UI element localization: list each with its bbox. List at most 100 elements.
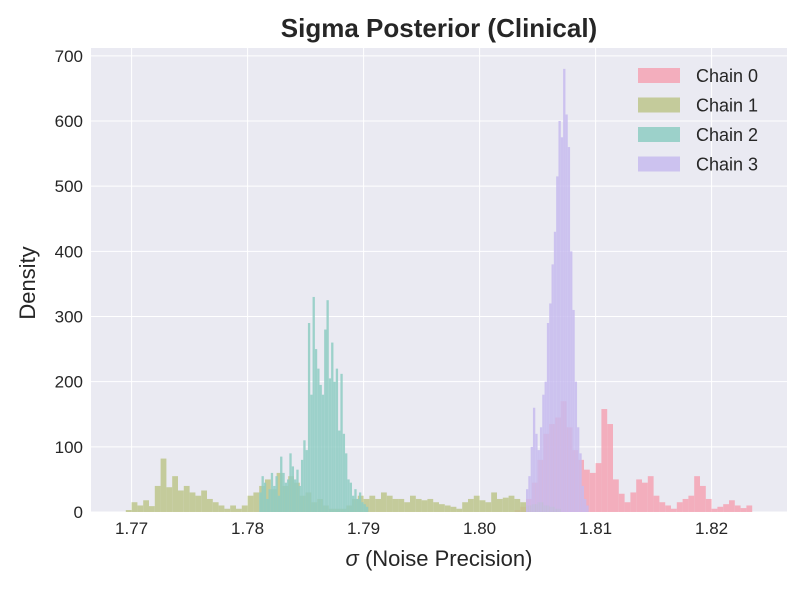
legend-swatch: [638, 97, 680, 113]
histogram-bar: [532, 407, 536, 512]
histogram-bar: [291, 466, 294, 512]
histogram-bar: [289, 453, 292, 512]
legend-item: Chain 0: [638, 66, 758, 86]
histogram-bar: [694, 476, 700, 512]
histogram-bar: [236, 508, 242, 512]
histogram-bar: [300, 459, 304, 512]
legend-swatch: [638, 127, 680, 142]
x-axis-label-symbol: σ: [346, 546, 360, 571]
histogram-bar: [574, 381, 578, 512]
histogram-bar: [265, 479, 271, 512]
histogram-bar: [421, 500, 428, 512]
histogram-bar: [273, 485, 276, 512]
y-axis-label: Density: [15, 246, 40, 319]
histogram-bar: [508, 495, 515, 512]
histogram-bar: [137, 505, 144, 512]
histogram-bar: [218, 505, 225, 512]
histogram-bar: [363, 498, 370, 512]
histogram-bar: [647, 476, 654, 512]
histogram-bar: [381, 492, 387, 512]
legend: Chain 0 Chain 1 Chain 2 Chain 3: [638, 66, 758, 175]
histogram-bar: [415, 498, 422, 512]
y-axis-ticks: 0 100 200 300 400 500 600 700: [55, 47, 83, 522]
histogram-bar: [665, 505, 671, 512]
histogram-bar: [230, 505, 236, 512]
histogram-bar: [319, 384, 322, 512]
histogram-bar: [392, 498, 399, 512]
histogram-bar: [479, 500, 486, 512]
histogram-bar: [682, 498, 689, 512]
histogram-bar: [296, 469, 299, 512]
y-tick-label: 300: [55, 307, 83, 326]
histogram-bar: [624, 502, 631, 512]
x-tick-label: 1.78: [231, 519, 264, 538]
histogram-bar: [586, 505, 589, 512]
histogram-bar: [530, 446, 533, 512]
histogram-bar: [410, 495, 416, 512]
histogram-bar: [189, 492, 196, 512]
histogram-bar: [551, 264, 554, 512]
histogram-bar: [335, 368, 339, 512]
legend-label: Chain 1: [696, 96, 758, 116]
histogram-bar: [549, 303, 552, 512]
histogram-bar: [298, 485, 301, 512]
x-tick-label: 1.80: [463, 519, 496, 538]
histogram-bar: [287, 479, 290, 512]
plot-area: [91, 48, 787, 512]
histogram-bars: [125, 68, 753, 513]
histogram-bar: [560, 137, 564, 513]
histogram-bar: [577, 427, 580, 512]
histogram-bar: [178, 490, 184, 512]
histogram-bar: [570, 251, 573, 512]
histogram-bar: [369, 495, 376, 512]
histogram-bar: [307, 323, 311, 512]
histogram-bar: [268, 489, 271, 512]
histogram-bar: [705, 498, 712, 512]
histogram-bar: [723, 504, 729, 512]
histogram-bar: [729, 500, 735, 512]
histogram-bar: [579, 453, 582, 512]
histogram-bar: [328, 378, 332, 512]
histogram-bar: [473, 495, 480, 512]
histogram-bar: [312, 296, 315, 512]
histogram-bar: [326, 300, 329, 512]
histogram-bar: [241, 505, 248, 512]
histogram-bar: [386, 495, 393, 512]
histogram-bar: [324, 329, 327, 512]
histogram-bar: [321, 394, 325, 512]
y-tick-label: 600: [55, 112, 83, 131]
histogram-bar: [310, 394, 313, 512]
chart-title: Sigma Posterior (Clinical): [281, 13, 597, 43]
legend-swatch: [638, 68, 680, 83]
legend-item: Chain 2: [638, 125, 758, 145]
histogram-bar: [502, 497, 509, 512]
y-tick-label: 200: [55, 373, 83, 392]
histogram-bar: [275, 476, 278, 512]
histogram-bar: [456, 508, 463, 512]
histogram-bar: [746, 505, 753, 512]
histogram-bar: [314, 349, 318, 512]
histogram-bar: [166, 487, 173, 512]
histogram-bar: [528, 476, 531, 512]
legend-label: Chain 2: [696, 125, 758, 145]
histogram-bar: [539, 427, 543, 512]
histogram-bar: [349, 482, 352, 512]
histogram-bar: [535, 433, 538, 512]
histogram-bar: [358, 492, 362, 512]
histogram-bar: [618, 493, 625, 512]
histogram-bar: [427, 498, 434, 512]
histogram-bar: [404, 502, 410, 512]
histogram-bar: [131, 502, 138, 512]
histogram-bar: [195, 495, 202, 512]
histogram-bar: [282, 472, 285, 512]
histogram-bar: [172, 476, 178, 512]
histogram-bar: [160, 458, 167, 512]
histogram-bar: [261, 476, 264, 512]
histogram-bar: [526, 489, 529, 512]
x-tick-label: 1.77: [115, 519, 148, 538]
histogram-bar: [595, 463, 602, 512]
histogram-bar: [636, 479, 642, 512]
histogram-bar: [356, 498, 359, 512]
y-tick-label: 500: [55, 177, 83, 196]
histogram-bar: [711, 508, 718, 512]
